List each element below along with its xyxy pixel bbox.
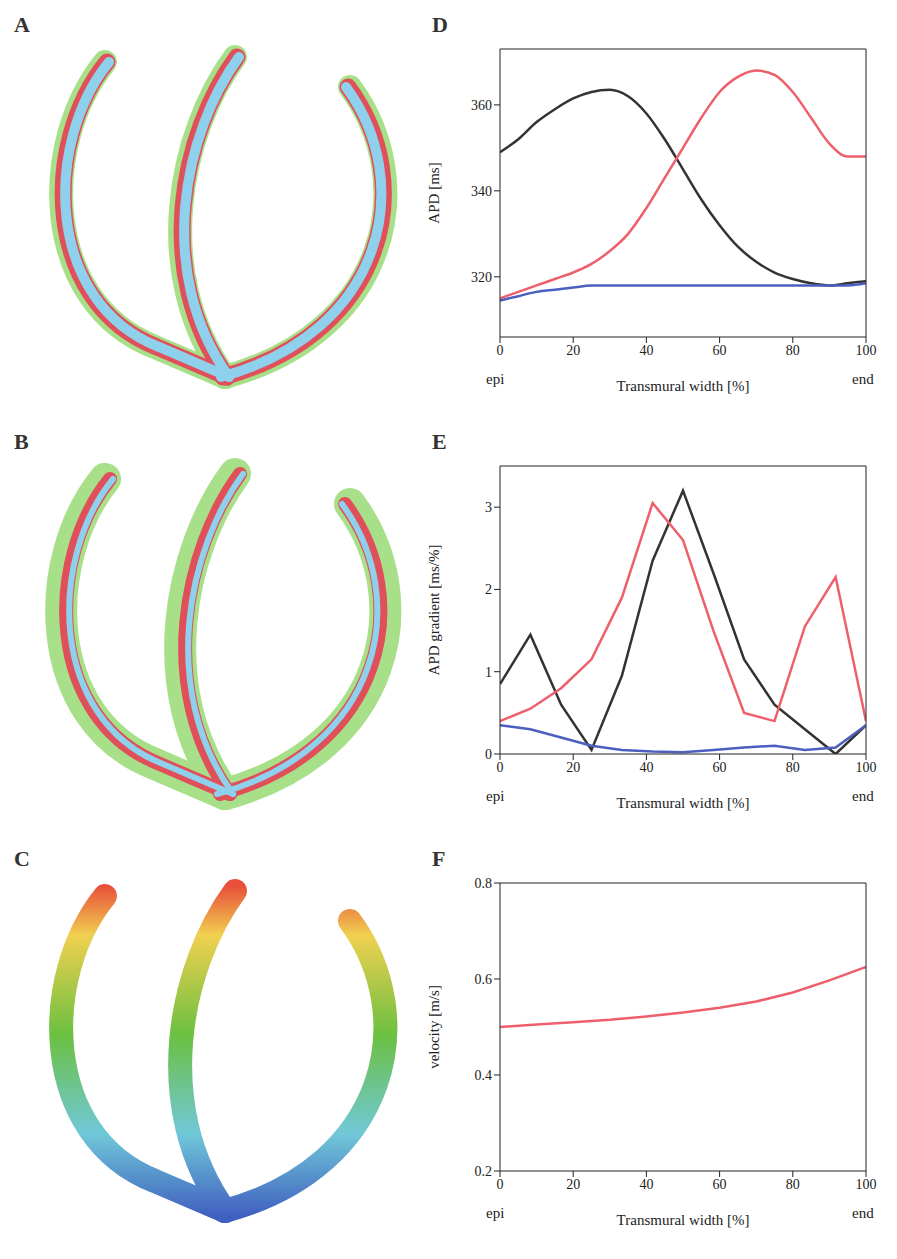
html-text:F: F xyxy=(432,846,446,871)
html-text:end: end xyxy=(852,788,874,804)
html-text:B: B xyxy=(14,429,29,454)
svg-text:0: 0 xyxy=(497,343,504,358)
html-text:E: E xyxy=(432,429,447,454)
svg-text:2: 2 xyxy=(485,582,492,597)
svg-text:360: 360 xyxy=(471,98,492,113)
html-text:epi: epi xyxy=(486,371,505,387)
svg-text:0: 0 xyxy=(497,760,504,775)
svg-text:APD gradient [ms/%]: APD gradient [ms/%] xyxy=(426,545,442,676)
html-text:epi: epi xyxy=(486,788,505,804)
svg-text:0.8: 0.8 xyxy=(475,876,493,891)
svg-text:0: 0 xyxy=(485,747,492,762)
svg-text:0: 0 xyxy=(497,1177,504,1192)
svg-text:320: 320 xyxy=(471,270,492,285)
svg-text:Transmural width [%]: Transmural width [%] xyxy=(617,795,750,811)
svg-text:340: 340 xyxy=(471,184,492,199)
svg-text:80: 80 xyxy=(786,343,800,358)
html-text:D: D xyxy=(432,12,448,37)
html-text:epi: epi xyxy=(486,1205,505,1221)
svg-text:20: 20 xyxy=(566,343,580,358)
svg-text:100: 100 xyxy=(856,760,877,775)
svg-text:40: 40 xyxy=(639,343,653,358)
svg-text:velocity [m/s]: velocity [m/s] xyxy=(426,985,442,1069)
svg-text:3: 3 xyxy=(485,500,492,515)
svg-text:40: 40 xyxy=(639,1177,653,1192)
svg-text:60: 60 xyxy=(713,1177,727,1192)
html-text:end: end xyxy=(852,1205,874,1221)
svg-text:Transmural width [%]: Transmural width [%] xyxy=(617,1212,750,1228)
svg-text:0.4: 0.4 xyxy=(475,1068,493,1083)
svg-text:0.2: 0.2 xyxy=(475,1164,493,1179)
svg-text:60: 60 xyxy=(713,760,727,775)
svg-text:80: 80 xyxy=(786,760,800,775)
svg-text:100: 100 xyxy=(856,343,877,358)
svg-text:0.6: 0.6 xyxy=(475,972,493,987)
svg-text:60: 60 xyxy=(713,343,727,358)
svg-text:Transmural width [%]: Transmural width [%] xyxy=(617,378,750,394)
svg-text:100: 100 xyxy=(856,1177,877,1192)
html-text:A: A xyxy=(14,12,30,37)
svg-text:80: 80 xyxy=(786,1177,800,1192)
svg-text:APD [ms]: APD [ms] xyxy=(426,162,442,223)
svg-text:20: 20 xyxy=(566,1177,580,1192)
html-text:end: end xyxy=(852,371,874,387)
html-text:C: C xyxy=(14,846,30,871)
svg-text:1: 1 xyxy=(485,665,492,680)
svg-text:40: 40 xyxy=(639,760,653,775)
svg-text:20: 20 xyxy=(566,760,580,775)
